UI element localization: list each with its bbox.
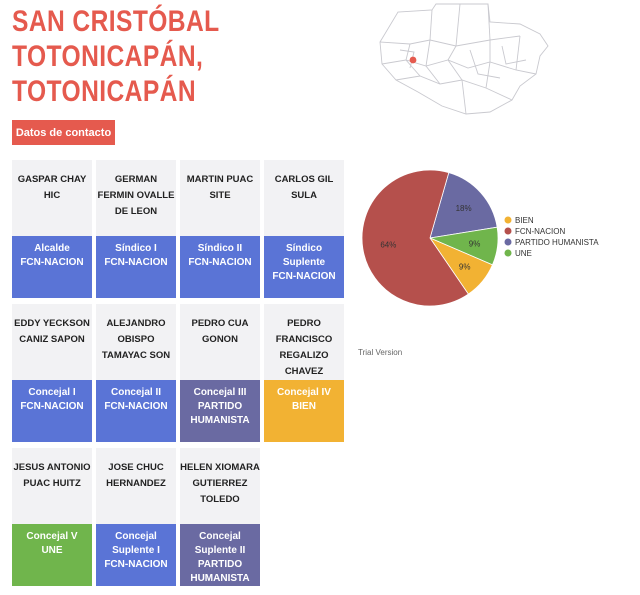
official-role-box: Concejal IV BIEN bbox=[264, 380, 344, 442]
pie-slice-fcn-nacion bbox=[361, 169, 469, 307]
official-role: Concejal IV bbox=[277, 387, 331, 398]
legend-label: UNE bbox=[515, 249, 532, 258]
location-marker bbox=[409, 56, 417, 64]
official-name: PEDRO FRANCISCO REGALIZO CHAVEZ bbox=[264, 304, 344, 380]
official-role: Concejal I bbox=[28, 387, 76, 398]
official-role-box: Concejal Suplente I FCN-NACION bbox=[96, 524, 176, 586]
official-role-box: Concejal Suplente II PARTIDO HUMANISTA bbox=[180, 524, 260, 586]
contact-button[interactable]: Datos de contacto bbox=[12, 120, 115, 145]
official-card: CARLOS GIL SULA Síndico Suplente FCN-NAC… bbox=[264, 160, 344, 298]
official-role-box: Concejal II FCN-NACION bbox=[96, 380, 176, 442]
official-card: GASPAR CHAY HIC Alcalde FCN-NACION bbox=[12, 160, 92, 298]
official-role: Concejal III bbox=[193, 387, 247, 398]
official-card: EDDY YECKSON CANIZ SAPON Concejal I FCN-… bbox=[12, 304, 92, 442]
official-role: Concejal II bbox=[110, 387, 161, 398]
official-party: FCN-NACION bbox=[104, 559, 168, 570]
official-role-box: Síndico II FCN-NACION bbox=[180, 236, 260, 298]
official-card: PEDRO CUA GONON Concejal III PARTIDO HUM… bbox=[180, 304, 260, 442]
official-role: Síndico Suplente bbox=[282, 243, 326, 268]
title-line-2: TOTONICAPÁN, bbox=[12, 40, 204, 73]
guatemala-map bbox=[379, 3, 549, 115]
watermark-text: Trial Version bbox=[358, 348, 403, 357]
official-card: GERMAN FERMIN OVALLE DE LEON Síndico I F… bbox=[96, 160, 176, 298]
official-card: HELEN XIOMARA GUTIERREZ TOLEDO Concejal … bbox=[180, 448, 260, 586]
page-title: SAN CRISTÓBAL TOTONICAPÁN, TOTONICAPÁN bbox=[12, 4, 220, 109]
official-card: PEDRO FRANCISCO REGALIZO CHAVEZ Concejal… bbox=[264, 304, 344, 442]
official-party: FCN-NACION bbox=[104, 401, 168, 412]
legend-label: PARTIDO HUMANISTA bbox=[515, 238, 599, 247]
legend-label: FCN-NACION bbox=[515, 227, 565, 236]
official-party: FCN-NACION bbox=[188, 257, 252, 268]
title-line-3: TOTONICAPÁN bbox=[12, 75, 197, 108]
official-role: Síndico I bbox=[115, 243, 157, 254]
official-name: ALEJANDRO OBISPO TAMAYAC SON bbox=[96, 304, 176, 380]
official-role: Concejal Suplente II bbox=[194, 531, 246, 556]
official-name: JESUS ANTONIO PUAC HUITZ bbox=[12, 448, 92, 524]
official-role-box: Concejal I FCN-NACION bbox=[12, 380, 92, 442]
official-party: FCN-NACION bbox=[20, 401, 84, 412]
pie-label-fcn-nacion: 64% bbox=[380, 241, 396, 250]
official-card: MARTIN PUAC SITE Síndico II FCN-NACION bbox=[180, 160, 260, 298]
official-name: CARLOS GIL SULA bbox=[264, 160, 344, 236]
official-name: MARTIN PUAC SITE bbox=[180, 160, 260, 236]
official-card: ALEJANDRO OBISPO TAMAYAC SON Concejal II… bbox=[96, 304, 176, 442]
official-name: GASPAR CHAY HIC bbox=[12, 160, 92, 236]
official-party: FCN-NACION bbox=[104, 257, 168, 268]
official-card: JESUS ANTONIO PUAC HUITZ Concejal V UNE bbox=[12, 448, 92, 586]
official-party: UNE bbox=[41, 545, 63, 556]
legend-swatch bbox=[504, 227, 512, 235]
pie-label-bien: 9% bbox=[459, 263, 471, 272]
official-name: EDDY YECKSON CANIZ SAPON bbox=[12, 304, 92, 380]
official-name: JOSE CHUC HERNANDEZ bbox=[96, 448, 176, 524]
official-name: PEDRO CUA GONON bbox=[180, 304, 260, 380]
official-role: Concejal V bbox=[26, 531, 78, 542]
official-name: GERMAN FERMIN OVALLE DE LEON bbox=[96, 160, 176, 236]
official-name: HELEN XIOMARA GUTIERREZ TOLEDO bbox=[180, 448, 260, 524]
pie-svg: 18% 9% 9% 64% BIEN FCN-NACION PARTIDO HUMANIST… bbox=[361, 169, 599, 307]
legend-swatch bbox=[504, 216, 512, 224]
official-party: PARTIDO HUMANISTA bbox=[190, 401, 250, 426]
pie-label-une: 9% bbox=[469, 240, 481, 249]
official-role-box: Concejal V UNE bbox=[12, 524, 92, 586]
pie-label-partido-humanista: 18% bbox=[456, 204, 472, 213]
official-role-box: Alcalde FCN-NACION bbox=[12, 236, 92, 298]
legend-label: BIEN bbox=[515, 216, 534, 225]
official-role-box: Síndico Suplente FCN-NACION bbox=[264, 236, 344, 298]
official-role-box: Síndico I FCN-NACION bbox=[96, 236, 176, 298]
pie-slice-partido-humanista bbox=[429, 172, 498, 239]
official-party: PARTIDO HUMANISTA bbox=[190, 559, 250, 584]
party-pie-chart: 18% 9% 9% 64% BIEN FCN-NACION PARTIDO HUMANIST… bbox=[360, 168, 630, 318]
official-party: BIEN bbox=[292, 401, 316, 412]
official-card: JOSE CHUC HERNANDEZ Concejal Suplente I … bbox=[96, 448, 176, 586]
legend-swatch bbox=[504, 238, 512, 246]
official-role: Alcalde bbox=[34, 243, 70, 254]
legend-swatch bbox=[504, 249, 512, 257]
official-party: FCN-NACION bbox=[20, 257, 84, 268]
official-role: Concejal Suplente I bbox=[112, 531, 160, 556]
official-role-box: Concejal III PARTIDO HUMANISTA bbox=[180, 380, 260, 442]
official-party: FCN-NACION bbox=[272, 271, 336, 282]
official-role: Síndico II bbox=[197, 243, 243, 254]
title-line-1: SAN CRISTÓBAL bbox=[12, 5, 220, 38]
